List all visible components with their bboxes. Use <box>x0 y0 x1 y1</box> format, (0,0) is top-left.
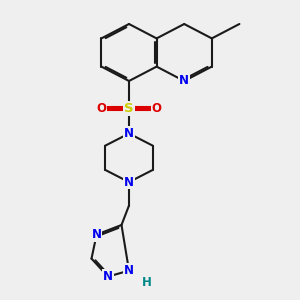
Text: H: H <box>142 275 151 289</box>
Text: N: N <box>124 264 134 277</box>
Text: N: N <box>124 176 134 189</box>
Text: N: N <box>124 127 134 140</box>
Text: O: O <box>96 102 106 115</box>
Text: O: O <box>152 102 162 115</box>
Text: S: S <box>124 102 134 115</box>
Text: N: N <box>179 74 189 88</box>
Text: N: N <box>103 270 113 283</box>
Text: N: N <box>92 228 102 241</box>
